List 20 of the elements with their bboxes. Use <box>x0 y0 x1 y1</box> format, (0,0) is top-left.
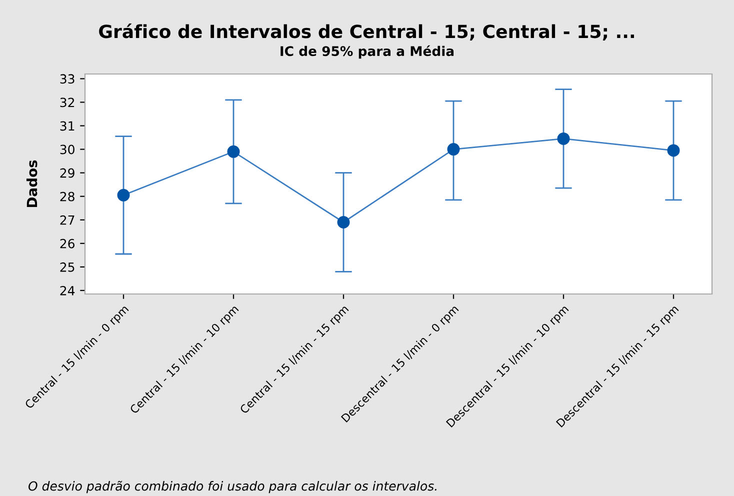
y-tick-label: 33 <box>60 74 74 84</box>
y-tick-label: 29 <box>60 168 74 178</box>
y-tick-label: 32 <box>60 98 74 108</box>
point <box>227 145 240 158</box>
point <box>447 143 460 156</box>
chart-subtitle: IC de 95% para a Média <box>280 45 454 59</box>
y-tick-label: 31 <box>60 121 74 131</box>
y-tick-label: 25 <box>60 262 74 272</box>
point <box>337 216 350 228</box>
point <box>667 144 680 157</box>
chart-title: Gráfico de Intervalos de Central - 15; Central - 15; ... <box>99 24 634 41</box>
y-tick-label: 28 <box>60 192 74 202</box>
y-tick-label: 30 <box>60 144 74 154</box>
point <box>557 132 570 145</box>
y-tick-label: 27 <box>60 215 74 225</box>
y-axis-title: Dados <box>26 160 38 208</box>
y-tick-label: 26 <box>60 238 74 248</box>
y-tick-label: 24 <box>60 286 75 296</box>
text: O desvio padrão combinado foi usado para calcular os intervalos. <box>28 480 436 494</box>
point <box>117 188 130 202</box>
